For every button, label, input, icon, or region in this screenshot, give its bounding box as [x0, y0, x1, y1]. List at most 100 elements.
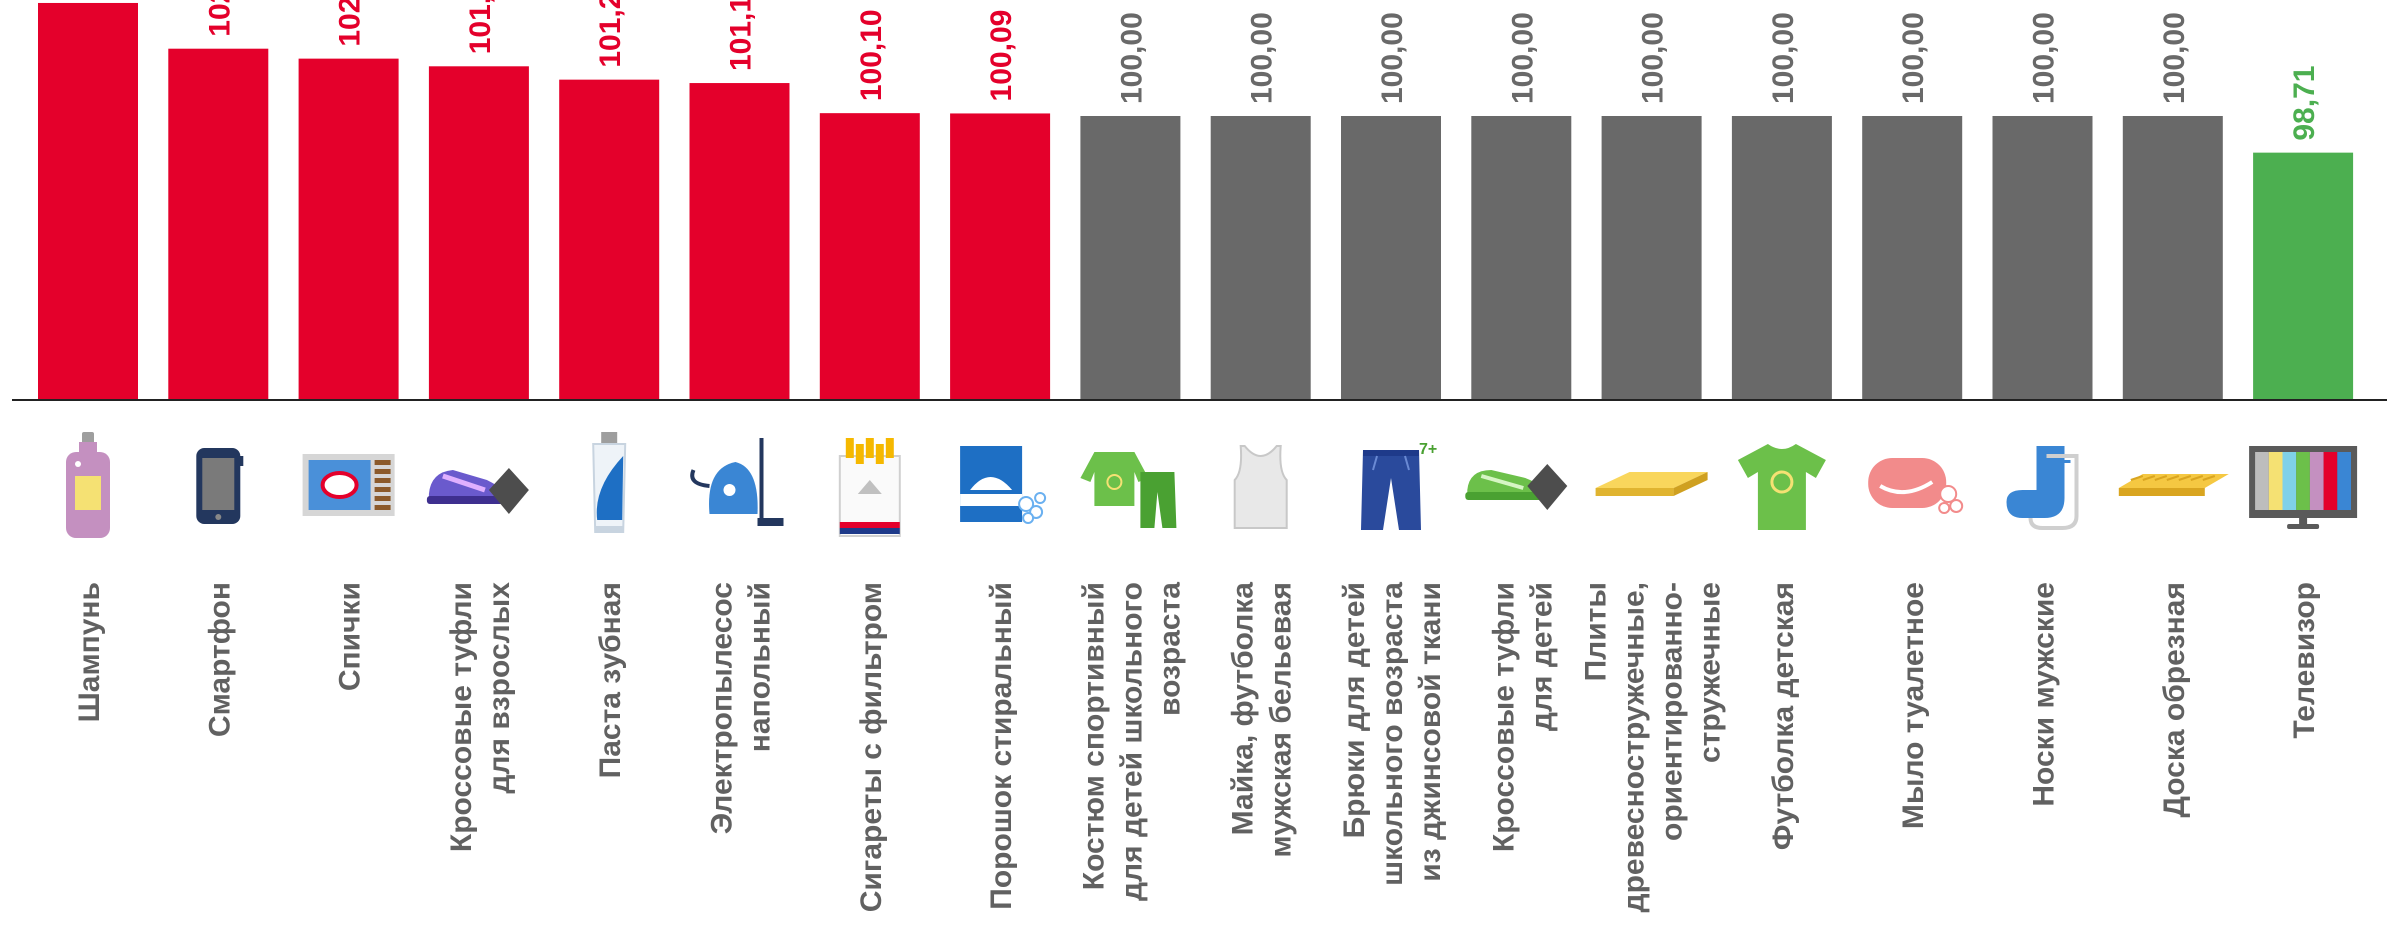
category-label-line: стружечные [1694, 582, 1727, 763]
bar-сигареты-с-фильтром [819, 113, 920, 400]
bar-электропылесос-напольный [689, 83, 790, 400]
category-label-брюки-для-детей-школьного-возраста-из-джинсовой-ткани: Брюки для детей школьного возраста из джин… [1338, 582, 1447, 886]
bar-костюм-спортивный-для-детей-школьного-возраста [1080, 116, 1181, 400]
category-labels-layer: Шампунь Смартфон Спички Кроссовые туфли для … [73, 582, 2321, 913]
category-label-line: Костюм спортивный [1077, 582, 1110, 890]
matchbox-icon [302, 454, 395, 516]
category-label-кроссовые-туфли-для-взрослых: Кроссовые туфли для взрослых [445, 582, 516, 852]
icon-badge-text: 7+ [1419, 441, 1437, 458]
category-label-line: Кроссовые туфли [445, 582, 478, 852]
category-label-футболка-детская: Футболка детская [1767, 582, 1800, 850]
value-label-майка-футболка-мужская-бельевая: 100,00 [1246, 12, 1279, 104]
value-label-кроссовые-туфли-для-детей: 100,00 [1506, 12, 1539, 104]
category-label-шампунь: Шампунь [73, 582, 106, 722]
category-label-line: Смартфон [203, 582, 236, 737]
category-label-line: напольный [744, 582, 777, 752]
kids-tshirt-icon [1737, 444, 1826, 530]
bar-паста-зубная [559, 79, 660, 400]
wooden-board-icon [2118, 474, 2229, 496]
bar-плиты-древесностружечные-ориентированно-стружечные [1601, 116, 1702, 400]
category-label-line: школьного возраста [1376, 582, 1409, 886]
tracksuit-icon [1080, 452, 1177, 528]
category-label-line: Майка, футболка [1227, 582, 1260, 836]
category-label-носки-мужские: Носки мужские [2028, 582, 2061, 807]
soap-icon [1868, 458, 1964, 514]
category-label-line: ориентированно- [1656, 582, 1689, 841]
category-label-line: Электропылесос [706, 582, 739, 834]
bar-кроссовые-туфли-для-взрослых [428, 66, 529, 401]
category-label-плиты-древесностружечные-ориентированно-стружечные: Плиты древесностружечные, ориентированно-с… [1580, 582, 1727, 912]
chipboard-icon [1595, 472, 1708, 496]
value-label-паста-зубная: 101,28 [594, 0, 627, 68]
category-label-line: Футболка детская [1767, 582, 1800, 850]
vacuum-cleaner-icon [690, 438, 784, 526]
value-label-спички: 102,02 [334, 0, 367, 47]
value-label-порошок-стиральный: 100,09 [985, 10, 1018, 102]
bar-порошок-стиральный [950, 113, 1051, 400]
bar-доска-обрезная [2122, 116, 2223, 400]
value-label-футболка-детская: 100,00 [1767, 12, 1800, 104]
value-label-мыло-туалетное: 100,00 [1897, 12, 1930, 104]
jeans-icon: 7+ [1361, 441, 1437, 530]
category-label-спички: Спички [334, 582, 367, 691]
sneaker-icon [426, 468, 529, 514]
value-label-костюм-спортивный-для-детей-школьного-возраста: 100,00 [1115, 12, 1148, 104]
bars-layer [38, 2, 2354, 401]
category-label-line: Кроссовые туфли [1487, 582, 1520, 852]
category-label-line: для детей [1525, 582, 1558, 731]
value-labels-layer: 103,98102,37102,02101,75101,28101,16100,… [203, 0, 2321, 141]
bar-смартфон [168, 48, 269, 400]
bar-телевизор [2253, 152, 2354, 400]
category-label-майка-футболка-мужская-бельевая: Майка, футболка мужская бельевая [1227, 582, 1298, 858]
cigarette-pack-icon [838, 438, 901, 537]
bar-шампунь [38, 2, 138, 401]
category-label-line: Шампунь [73, 582, 106, 722]
category-label-мыло-туалетное: Мыло туалетное [1897, 582, 1930, 829]
value-label-электропылесос-напольный: 101,16 [725, 0, 758, 71]
value-label-кроссовые-туфли-для-взрослых: 101,75 [464, 0, 497, 54]
value-label-сигареты-с-фильтром: 100,10 [855, 9, 888, 101]
category-label-line: из джинсовой ткани [1414, 582, 1447, 882]
category-label-line: Спички [334, 582, 367, 691]
bar-носки-мужские [1992, 116, 2093, 400]
value-label-плиты-древесностружечные-ориентированно-стружечные: 100,00 [1637, 12, 1670, 104]
kids-sneaker-icon [1465, 464, 1568, 510]
category-label-line: Мыло туалетное [1897, 582, 1930, 829]
tank-top-icon [1233, 445, 1288, 529]
category-label-line: Паста зубная [594, 582, 627, 778]
bar-майка-футболка-мужская-бельевая [1210, 116, 1311, 400]
category-label-порошок-стиральный: Порошок стиральный [985, 582, 1018, 910]
category-label-line: Порошок стиральный [985, 582, 1018, 910]
sock-icon [2006, 446, 2079, 530]
category-label-line: древесностружечные, [1618, 582, 1651, 912]
category-label-доска-обрезная: Доска обрезная [2158, 582, 2191, 817]
category-label-кроссовые-туфли-для-детей: Кроссовые туфли для детей [1487, 582, 1558, 852]
bar-спички [298, 58, 399, 401]
smartphone-icon [196, 448, 244, 524]
category-label-электропылесос-напольный: Электропылесос напольный [706, 582, 777, 834]
detergent-box-icon [960, 446, 1047, 524]
tv-icon [2249, 446, 2358, 529]
category-label-line: Сигареты с фильтром [855, 582, 888, 912]
bar-кроссовые-туфли-для-детей [1471, 116, 1572, 400]
value-label-брюки-для-детей-школьного-возраста-из-джинсовой-ткани: 100,00 [1376, 12, 1409, 104]
icons-layer: 7+ [66, 432, 2358, 538]
category-label-костюм-спортивный-для-детей-школьного-возраста: Костюм спортивный для детей школьного возр… [1077, 582, 1186, 901]
category-label-line: Носки мужские [2028, 582, 2061, 807]
bar-футболка-детская [1731, 116, 1832, 400]
category-label-телевизор: Телевизор [2288, 582, 2321, 739]
shampoo-bottle-icon [66, 432, 110, 538]
category-label-line: Плиты [1580, 582, 1613, 681]
category-label-line: для взрослых [483, 582, 516, 794]
category-label-паста-зубная: Паста зубная [594, 582, 627, 778]
bar-брюки-для-детей-школьного-возраста-из-джинсовой-ткани [1341, 116, 1441, 400]
toothpaste-icon [592, 432, 627, 533]
bar-мыло-туалетное [1862, 116, 1963, 400]
value-label-носки-мужские: 100,00 [2028, 12, 2061, 104]
category-label-line: Брюки для детей [1338, 582, 1371, 838]
category-label-line: Телевизор [2288, 582, 2321, 739]
value-label-смартфон: 102,37 [203, 0, 236, 37]
category-label-line: Доска обрезная [2158, 582, 2191, 817]
category-label-смартфон: Смартфон [203, 582, 236, 737]
